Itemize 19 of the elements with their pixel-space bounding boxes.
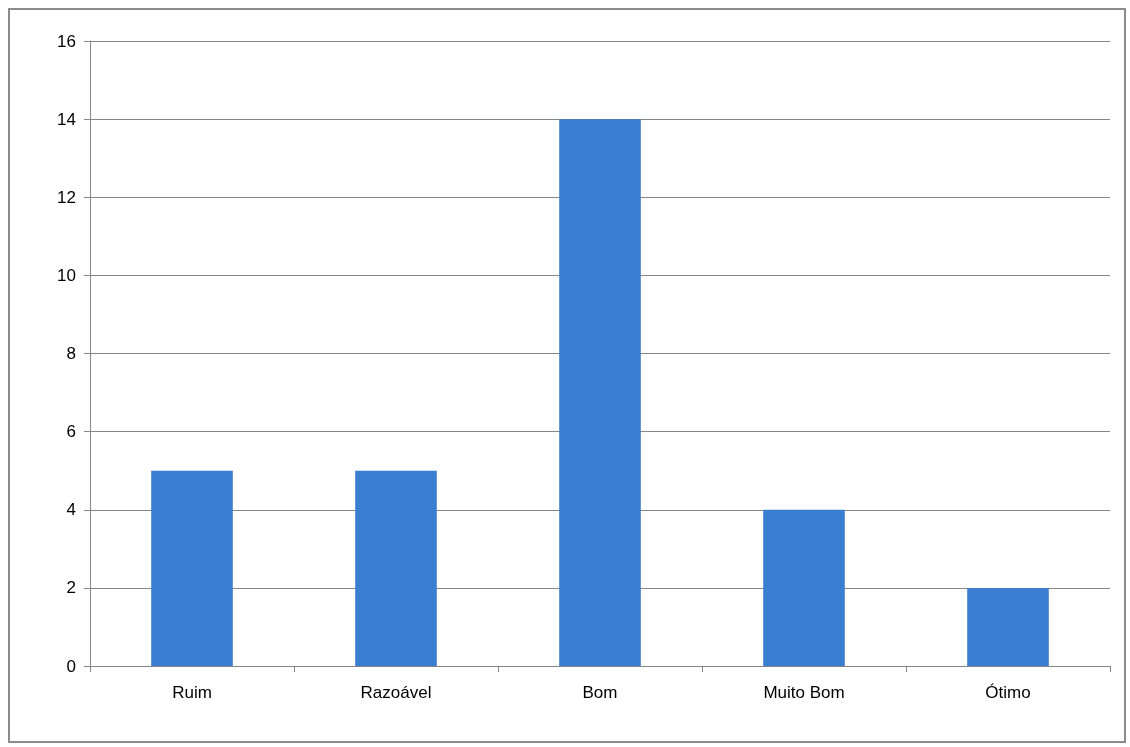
x-tick-label: Muito Bom — [763, 683, 845, 702]
y-tick-label: 14 — [57, 109, 76, 129]
y-tick-label: 16 — [57, 31, 76, 51]
x-tick-label: Ruim — [172, 683, 212, 702]
bar — [559, 119, 641, 666]
y-tick-label: 10 — [57, 265, 76, 285]
x-tick-label: Bom — [582, 683, 618, 702]
bar — [151, 470, 233, 666]
y-tick-label: 12 — [57, 187, 76, 207]
bar — [967, 587, 1049, 666]
y-tick-label: 4 — [66, 500, 76, 520]
bar — [763, 509, 845, 666]
y-tick-label: 0 — [66, 656, 76, 676]
x-tick-label: Razoável — [360, 683, 432, 702]
x-tick-label: Ótimo — [985, 683, 1031, 702]
bar — [355, 470, 437, 666]
y-tick-label: 8 — [66, 344, 76, 363]
y-tick-label: 6 — [66, 422, 76, 442]
y-tick-label: 2 — [66, 578, 76, 598]
